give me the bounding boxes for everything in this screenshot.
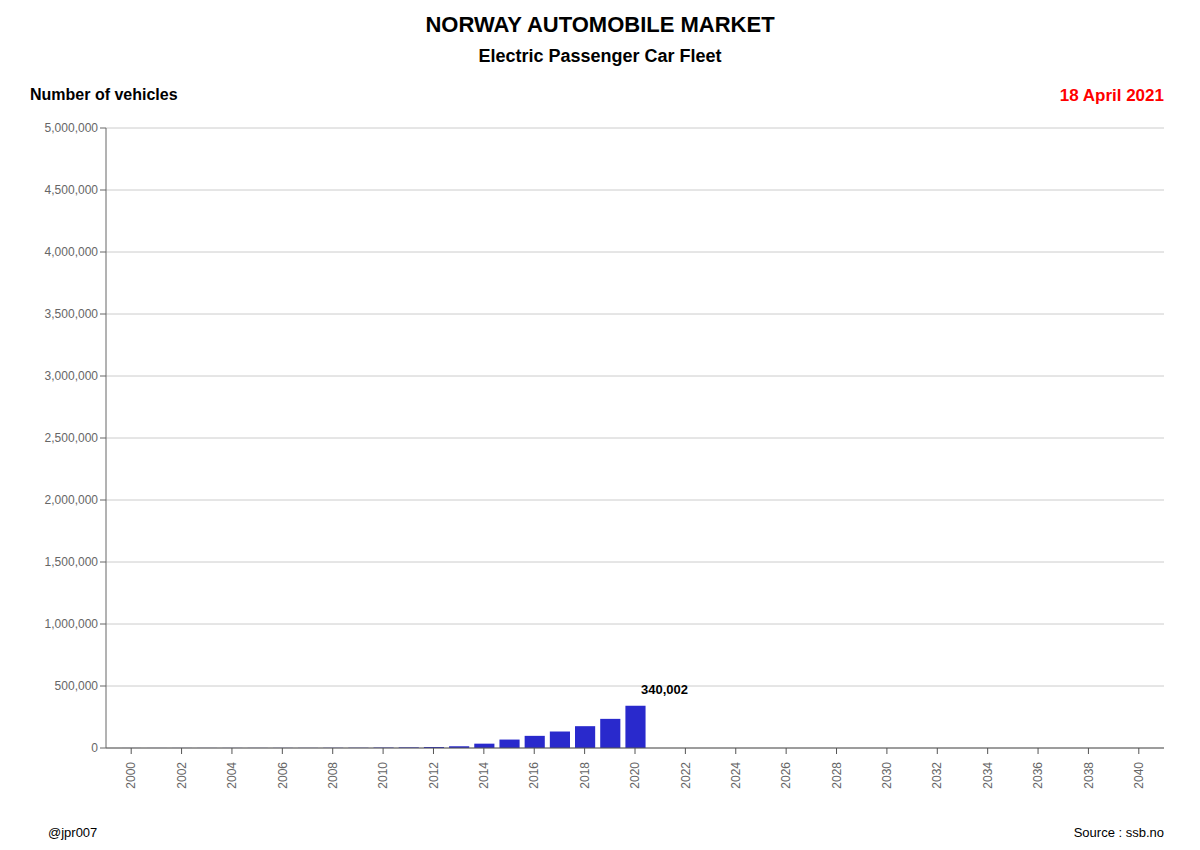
svg-text:2038: 2038 [1082, 762, 1096, 789]
svg-text:2022: 2022 [679, 762, 693, 789]
svg-text:2028: 2028 [830, 762, 844, 789]
svg-text:2016: 2016 [527, 762, 541, 789]
svg-text:2026: 2026 [779, 762, 793, 789]
html-text:@jpr007: @jpr007 [48, 824, 98, 840]
svg-text:2034: 2034 [981, 762, 995, 789]
svg-text:2004: 2004 [225, 762, 239, 789]
svg-text:3,000,000: 3,000,000 [45, 369, 99, 383]
html-text:NORWAY AUTOMOBILE MARKET: NORWAY AUTOMOBILE MARKET [425, 12, 775, 37]
svg-text:2006: 2006 [276, 762, 290, 789]
svg-text:2,500,000: 2,500,000 [45, 431, 99, 445]
svg-text:4,000,000: 4,000,000 [45, 245, 99, 259]
svg-text:2024: 2024 [729, 762, 743, 789]
svg-text:2018: 2018 [578, 762, 592, 789]
svg-text:3,500,000: 3,500,000 [45, 307, 99, 321]
svg-text:2012: 2012 [427, 762, 441, 789]
svg-text:340,002: 340,002 [641, 682, 688, 697]
svg-text:2000: 2000 [124, 762, 138, 789]
svg-text:2002: 2002 [175, 762, 189, 789]
svg-text:2030: 2030 [880, 762, 894, 789]
svg-text:4,500,000: 4,500,000 [45, 183, 99, 197]
svg-text:2008: 2008 [326, 762, 340, 789]
svg-text:2010: 2010 [376, 762, 390, 789]
svg-text:2014: 2014 [477, 762, 491, 789]
svg-text:500,000: 500,000 [55, 679, 99, 693]
svg-text:5,000,000: 5,000,000 [45, 121, 99, 135]
html-text:18 April 2021: 18 April 2021 [1059, 86, 1164, 105]
html-text:Electric Passenger Car Fleet: Electric Passenger Car Fleet [478, 46, 722, 66]
svg-text:0: 0 [91, 741, 98, 755]
svg-text:2020: 2020 [628, 762, 642, 789]
svg-text:1,000,000: 1,000,000 [45, 617, 99, 631]
svg-text:2032: 2032 [930, 762, 944, 789]
svg-text:2,000,000: 2,000,000 [45, 493, 99, 507]
svg-text:1,500,000: 1,500,000 [45, 555, 99, 569]
html-text:Number of vehicles: Number of vehicles [30, 86, 178, 103]
svg-text:2040: 2040 [1132, 762, 1146, 789]
svg-text:2036: 2036 [1031, 762, 1045, 789]
html-text:Source : ssb.no: Source : ssb.no [1073, 824, 1164, 840]
